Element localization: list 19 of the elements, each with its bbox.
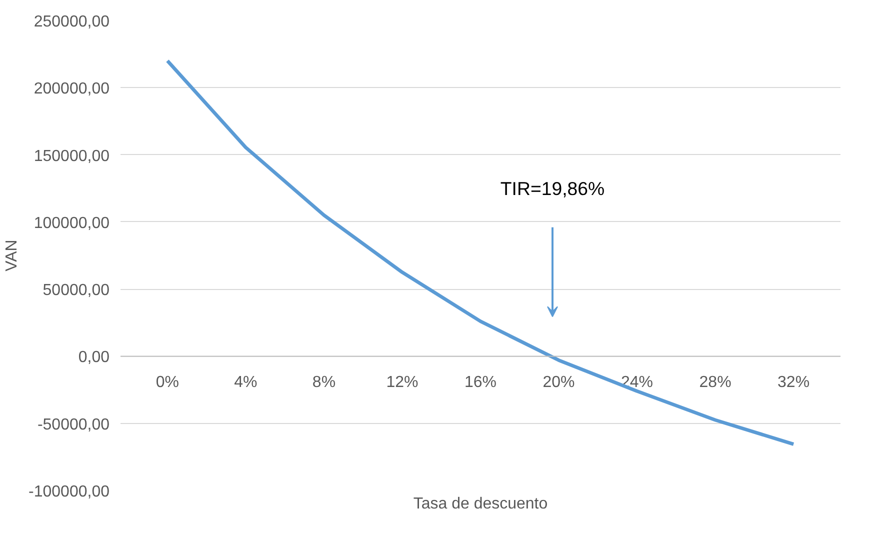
y-tick-label: -100000,00 <box>28 484 110 500</box>
x-tick-label: 12% <box>386 374 418 392</box>
y-tick-label: 0,00 <box>78 349 110 366</box>
x-tick-label: 28% <box>699 374 732 392</box>
x-tick-label: 16% <box>464 374 497 392</box>
y-tick-label: 50000,00 <box>42 282 110 300</box>
x-tick-label: 0% <box>156 374 180 392</box>
y-tick-label: 250000,00 <box>34 14 110 30</box>
y-tick-label: 150000,00 <box>34 148 110 165</box>
annotation: TIR=19,86% <box>500 178 605 200</box>
x-axis-title: Tasa de descuento <box>413 496 548 512</box>
y-axis-title: VAN <box>4 240 21 272</box>
y-tick-label: 200000,00 <box>34 80 110 98</box>
x-tick-label: 32% <box>778 374 810 392</box>
y-tick-label: 100000,00 <box>34 214 110 232</box>
y-tick-label: -50000,00 <box>37 416 110 434</box>
x-tick-label: 20% <box>542 374 575 392</box>
x-tick-label: 4% <box>234 374 258 392</box>
x-tick-label: 8% <box>312 374 336 392</box>
